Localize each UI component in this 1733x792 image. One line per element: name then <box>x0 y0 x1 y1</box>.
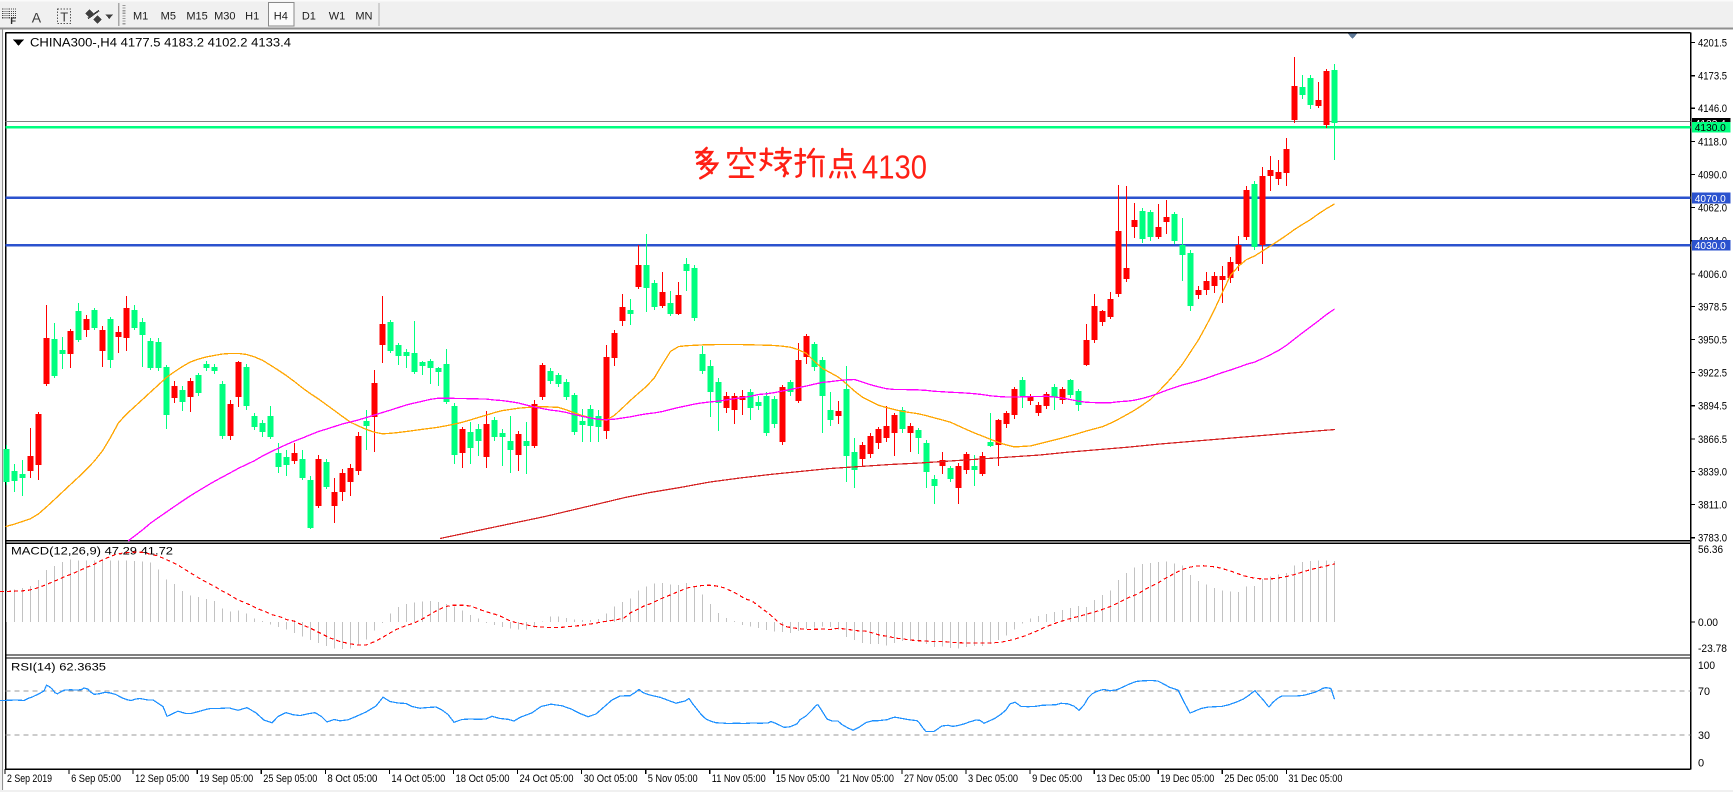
svg-text:T: T <box>60 10 68 25</box>
svg-text:24 Oct 05:00: 24 Oct 05:00 <box>520 773 574 785</box>
svg-text:21 Nov 05:00: 21 Nov 05:00 <box>840 773 894 785</box>
svg-text:F: F <box>10 16 16 27</box>
svg-text:H4: H4 <box>274 10 288 22</box>
svg-text:M15: M15 <box>186 10 207 22</box>
svg-text:3839.0: 3839.0 <box>1698 466 1727 478</box>
svg-text:8 Oct 05:00: 8 Oct 05:00 <box>327 773 377 785</box>
svg-text:15 Nov 05:00: 15 Nov 05:00 <box>776 773 830 785</box>
svg-text:0.00: 0.00 <box>1698 617 1718 629</box>
svg-text:30 Oct 05:00: 30 Oct 05:00 <box>584 773 638 785</box>
svg-text:4062.0: 4062.0 <box>1698 203 1727 215</box>
svg-text:4201.5: 4201.5 <box>1698 38 1727 50</box>
svg-text:31 Dec 05:00: 31 Dec 05:00 <box>1288 773 1342 785</box>
svg-text:-23.78: -23.78 <box>1698 643 1727 655</box>
svg-text:3978.5: 3978.5 <box>1698 301 1727 313</box>
svg-text:4030.0: 4030.0 <box>1695 240 1726 252</box>
svg-text:W1: W1 <box>329 10 346 22</box>
svg-text:3922.5: 3922.5 <box>1698 368 1727 380</box>
svg-text:4130: 4130 <box>862 150 927 187</box>
svg-text:0: 0 <box>1698 758 1704 770</box>
svg-text:MN: MN <box>355 10 372 22</box>
svg-text:H1: H1 <box>245 10 259 22</box>
svg-text:M30: M30 <box>214 10 235 22</box>
svg-text:4130.0: 4130.0 <box>1695 122 1726 134</box>
svg-text:9 Dec 05:00: 9 Dec 05:00 <box>1032 773 1082 785</box>
svg-text:30: 30 <box>1698 730 1710 742</box>
svg-text:A: A <box>32 9 42 25</box>
svg-text:M5: M5 <box>161 10 176 22</box>
svg-text:56.36: 56.36 <box>1698 544 1723 556</box>
svg-text:3894.5: 3894.5 <box>1698 401 1727 413</box>
svg-text:6 Sep 05:00: 6 Sep 05:00 <box>71 773 121 785</box>
svg-text:25 Dec 05:00: 25 Dec 05:00 <box>1224 773 1278 785</box>
svg-text:MACD(12,26,9) 47.29 41.72: MACD(12,26,9) 47.29 41.72 <box>11 545 173 557</box>
svg-text:D1: D1 <box>302 10 316 22</box>
svg-text:14 Oct 05:00: 14 Oct 05:00 <box>391 773 445 785</box>
svg-text:3783.0: 3783.0 <box>1698 533 1727 545</box>
svg-text:2 Sep 2019: 2 Sep 2019 <box>7 773 52 785</box>
svg-text:4090.0: 4090.0 <box>1698 169 1727 181</box>
svg-text:19 Dec 05:00: 19 Dec 05:00 <box>1160 773 1214 785</box>
svg-text:RSI(14) 62.3635: RSI(14) 62.3635 <box>11 661 106 673</box>
svg-text:5 Nov 05:00: 5 Nov 05:00 <box>648 773 698 785</box>
svg-text:25 Sep 05:00: 25 Sep 05:00 <box>263 773 317 785</box>
svg-text:4006.0: 4006.0 <box>1698 269 1727 281</box>
svg-text:3866.5: 3866.5 <box>1698 434 1727 446</box>
svg-text:13 Dec 05:00: 13 Dec 05:00 <box>1096 773 1150 785</box>
svg-text:3811.0: 3811.0 <box>1698 499 1727 511</box>
svg-text:19 Sep 05:00: 19 Sep 05:00 <box>199 773 253 785</box>
svg-text:4146.0: 4146.0 <box>1698 103 1727 115</box>
svg-text:27 Nov 05:00: 27 Nov 05:00 <box>904 773 958 785</box>
svg-text:3 Dec 05:00: 3 Dec 05:00 <box>968 773 1018 785</box>
svg-text:100: 100 <box>1698 660 1715 672</box>
svg-text:CHINA300-,H4 4177.5 4183.2 41: CHINA300-,H4 4177.5 4183.2 4102.2 4133.4 <box>30 38 292 50</box>
svg-text:4070.0: 4070.0 <box>1695 193 1726 205</box>
svg-text:4118.0: 4118.0 <box>1698 136 1727 148</box>
svg-text:M1: M1 <box>133 10 148 22</box>
svg-text:3950.5: 3950.5 <box>1698 334 1727 346</box>
svg-text:4173.5: 4173.5 <box>1698 71 1727 83</box>
svg-text:12 Sep 05:00: 12 Sep 05:00 <box>135 773 189 785</box>
svg-text:18 Oct 05:00: 18 Oct 05:00 <box>455 773 509 785</box>
svg-text:70: 70 <box>1698 686 1710 698</box>
svg-text:11 Nov 05:00: 11 Nov 05:00 <box>712 773 766 785</box>
